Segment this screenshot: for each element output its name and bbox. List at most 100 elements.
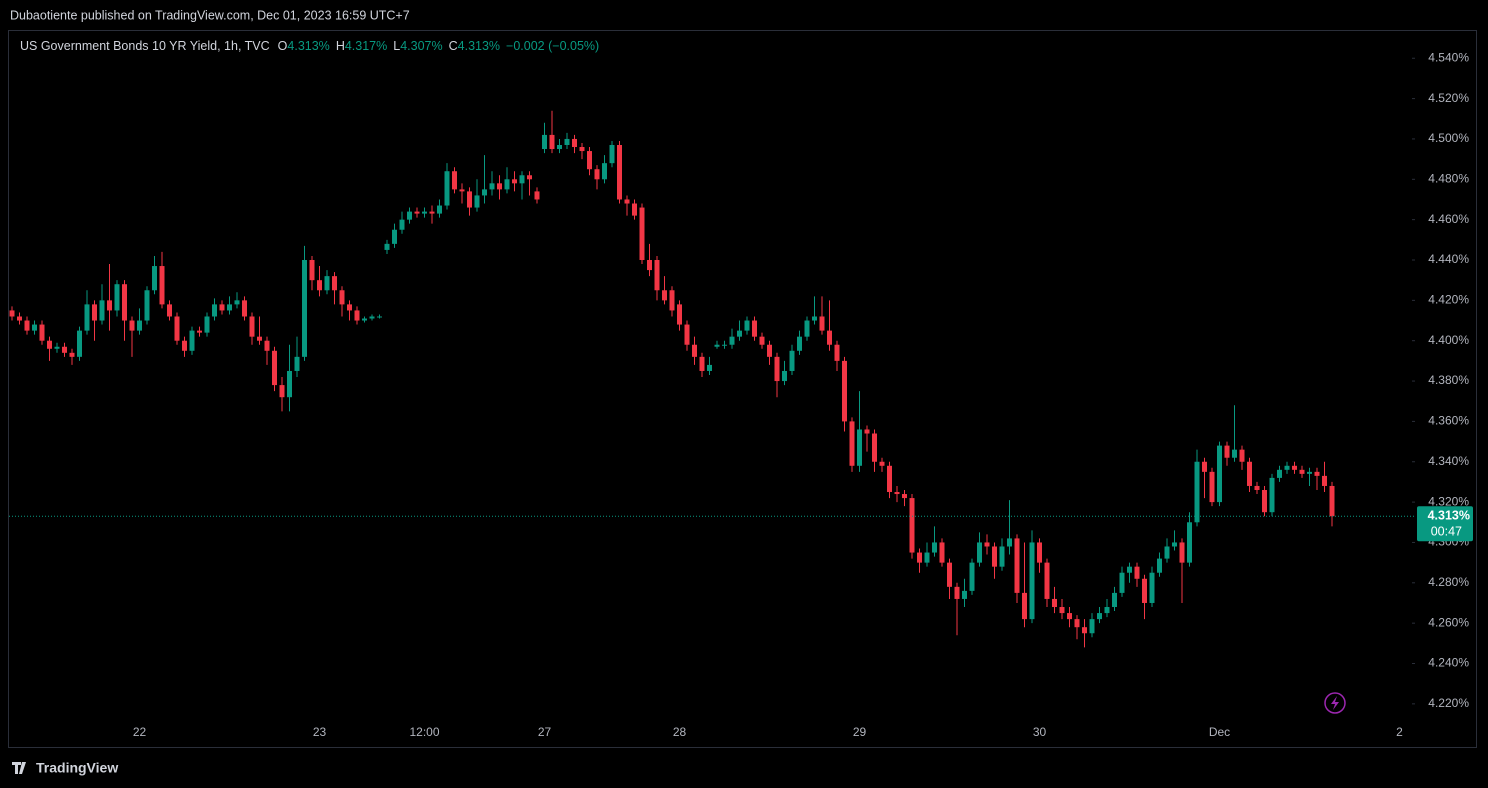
candle-body: [639, 207, 645, 260]
candle-body: [414, 211, 420, 214]
candle-body: [264, 340, 270, 351]
candle-body: [849, 421, 855, 466]
candle-body: [962, 590, 967, 599]
candle-body: [1254, 485, 1260, 490]
candle-body: [992, 546, 997, 567]
chart-title: US Government Bonds 10 YR Yield, 1h, TVC: [20, 39, 270, 53]
y-tick-label: 4.400%: [1428, 333, 1469, 347]
candle-body: [1127, 566, 1132, 573]
candle-body: [572, 138, 577, 148]
candle-body: [167, 304, 172, 317]
candle-body: [969, 562, 975, 591]
candle-body: [632, 203, 637, 216]
candle-body: [624, 199, 630, 204]
y-tick-label: 4.380%: [1428, 373, 1469, 387]
candle-body: [1292, 465, 1297, 470]
countdown: 00:47: [1431, 525, 1462, 539]
candle-body: [947, 562, 952, 587]
candle-body: [1307, 471, 1312, 474]
candle-body: [504, 179, 510, 190]
candle-body: [249, 316, 255, 337]
candle-body: [819, 316, 825, 331]
candle-body: [737, 330, 742, 337]
candle-body: [17, 316, 22, 321]
candle-body: [1022, 592, 1027, 620]
candle-body: [924, 552, 930, 563]
candle-body: [834, 344, 840, 361]
candle-body: [1044, 562, 1050, 599]
candle-body: [317, 280, 322, 291]
y-tick-label: 4.240%: [1428, 656, 1469, 670]
chart-frame: [8, 30, 1477, 748]
candle-body: [227, 304, 232, 311]
candle-body: [894, 492, 900, 495]
candle-body: [219, 304, 225, 311]
x-tick-label: 22: [133, 725, 147, 739]
candle-body: [347, 304, 352, 311]
candle-body: [1037, 542, 1042, 563]
price-label-box: [1417, 506, 1473, 542]
candle-body: [407, 211, 412, 220]
candle-body: [497, 183, 502, 190]
candle-body: [1082, 627, 1087, 634]
candle-body: [774, 356, 780, 382]
candle-body: [332, 276, 337, 291]
y-tick-label: 4.320%: [1428, 494, 1469, 508]
candle-body: [1119, 572, 1125, 593]
candle-body: [977, 542, 982, 563]
candle-body: [1314, 471, 1320, 476]
candle-body: [812, 316, 817, 321]
candle-body: [1329, 485, 1335, 517]
candle-body: [137, 320, 142, 331]
candle-body: [864, 429, 870, 434]
brand-logo: [12, 762, 26, 774]
candle-body: [1089, 619, 1095, 634]
candle-body: [107, 300, 112, 311]
candle-body: [287, 370, 292, 398]
candle-body: [669, 290, 675, 311]
y-tick-label: 4.540%: [1428, 50, 1469, 64]
candle-body: [549, 134, 555, 150]
candle-body: [707, 364, 712, 371]
candle-body: [879, 461, 885, 466]
candle-body: [482, 189, 487, 196]
candle-body: [174, 316, 180, 341]
x-tick-label: 12:00: [409, 725, 439, 739]
x-tick-label: Dec: [1209, 725, 1230, 739]
candle-body: [602, 163, 607, 180]
candle-body: [609, 145, 615, 164]
candle-body: [1029, 542, 1035, 620]
candle-body: [1149, 572, 1155, 603]
candle-body: [144, 290, 150, 321]
candle-body: [1202, 461, 1207, 472]
candle-body: [767, 344, 772, 357]
y-tick-label: 4.520%: [1428, 91, 1469, 105]
x-tick-label: 27: [538, 725, 552, 739]
candle-body: [1142, 578, 1147, 603]
candle-body: [1299, 469, 1305, 474]
candle-body: [999, 546, 1005, 567]
candle-body: [369, 316, 375, 319]
candle-body: [887, 465, 892, 493]
candle-body: [1172, 542, 1177, 547]
candle-body: [909, 498, 915, 553]
candle-body: [309, 260, 315, 281]
candle-body: [797, 336, 802, 351]
candle-body: [1209, 471, 1215, 503]
candle-body: [77, 330, 82, 357]
alert-icon[interactable]: [1324, 692, 1346, 714]
candle-body: [692, 344, 697, 357]
x-tick-label: 23: [313, 725, 327, 739]
candle-body: [1247, 461, 1252, 486]
candle-body: [789, 350, 795, 371]
candle-body: [1112, 592, 1117, 608]
candle-body: [84, 304, 90, 331]
candle-body: [872, 433, 877, 462]
candle-body: [1052, 598, 1057, 608]
candle-body: [579, 147, 585, 152]
y-tick-label: 4.420%: [1428, 293, 1469, 307]
candle-body: [92, 304, 97, 321]
candle-body: [189, 330, 195, 351]
candle-body: [1164, 546, 1170, 559]
y-tick-label: 4.360%: [1428, 414, 1469, 428]
